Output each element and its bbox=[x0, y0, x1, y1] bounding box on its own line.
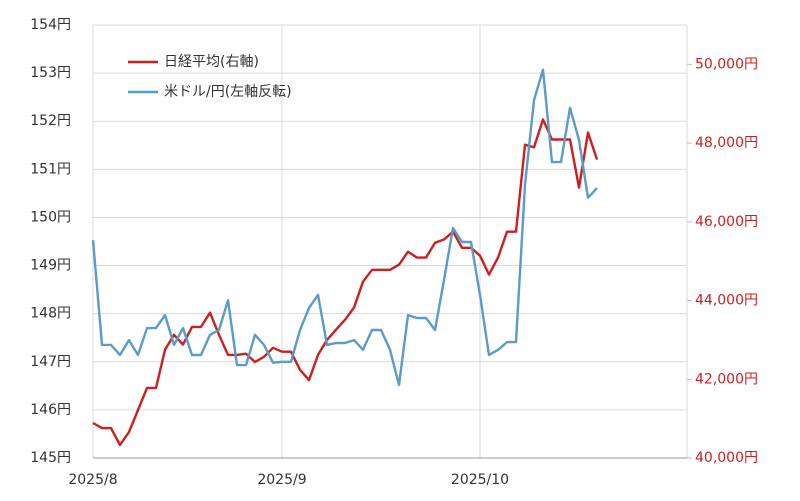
y2-tick-label: 50,000円 bbox=[695, 56, 758, 72]
y-tick-label: 148円 bbox=[30, 306, 71, 322]
y2-tick-label: 48,000円 bbox=[695, 135, 758, 151]
y-tick-label: 152円 bbox=[30, 113, 71, 129]
y2-tick-label: 44,000円 bbox=[695, 293, 758, 309]
legend-label: 日経平均(右軸) bbox=[164, 54, 259, 70]
x-tick-label: 2025/8 bbox=[68, 472, 117, 488]
y2-tick-label: 46,000円 bbox=[695, 214, 758, 230]
y-tick-label: 146円 bbox=[30, 402, 71, 418]
x-tick-label: 2025/9 bbox=[257, 472, 306, 488]
x-tick-label: 2025/10 bbox=[451, 472, 509, 488]
series-line bbox=[92, 118, 599, 447]
y-tick-label: 153円 bbox=[30, 65, 71, 81]
y-tick-label: 145円 bbox=[30, 450, 71, 466]
series-line bbox=[91, 68, 598, 387]
y-tick-label: 154円 bbox=[30, 17, 71, 33]
y2-tick-label: 40,000円 bbox=[695, 450, 758, 466]
y-tick-label: 147円 bbox=[30, 354, 71, 370]
y-tick-label: 151円 bbox=[30, 161, 71, 177]
y-tick-label: 149円 bbox=[30, 258, 71, 274]
y2-tick-label: 42,000円 bbox=[695, 371, 758, 387]
y-tick-label: 150円 bbox=[30, 209, 71, 225]
legend-label: 米ドル/円(左軸反転) bbox=[164, 84, 292, 100]
